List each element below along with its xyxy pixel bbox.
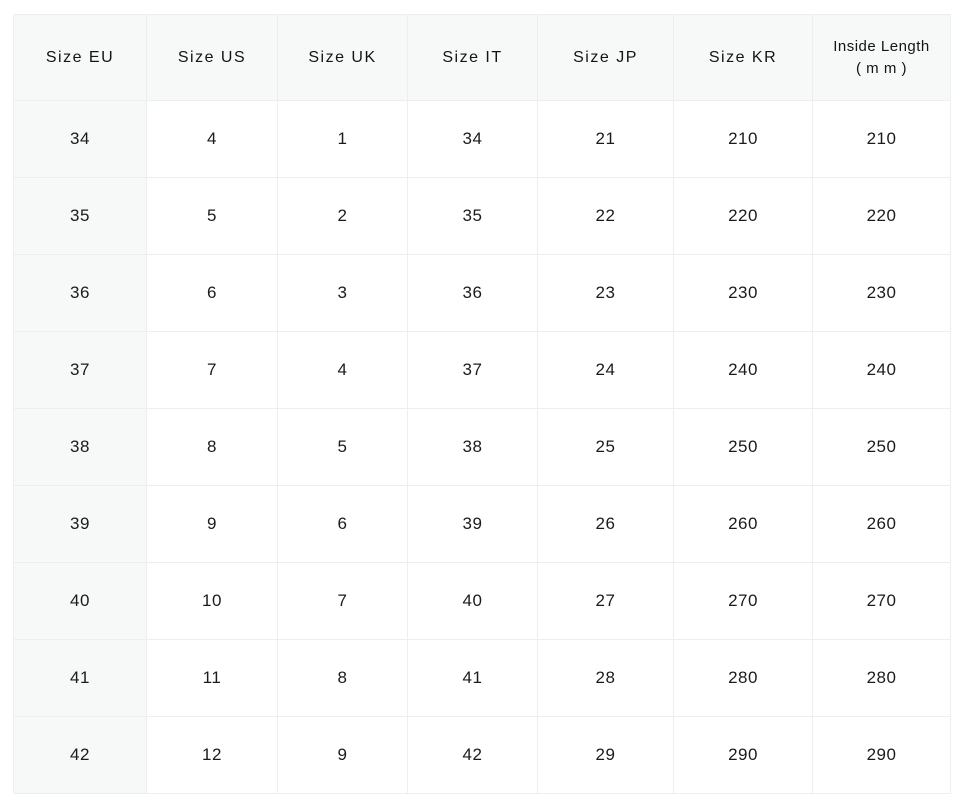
table-cell: 38 [407, 408, 538, 486]
column-header-size-eu: Size EU [13, 14, 147, 101]
table-cell: 25 [537, 408, 674, 486]
table-cell: 230 [673, 254, 813, 332]
table-cell: 42 [407, 716, 538, 794]
column-header-size-jp: Size JP [537, 14, 674, 101]
table-cell: 3 [277, 254, 408, 332]
table-cell: 39 [13, 485, 147, 563]
table-cell: 280 [673, 639, 813, 717]
table-cell: 250 [673, 408, 813, 486]
table-cell: 42 [13, 716, 147, 794]
table-cell: 290 [812, 716, 951, 794]
table-row: 36 6 3 36 23 230 230 [13, 254, 951, 332]
table-row: 37 7 4 37 24 240 240 [13, 331, 951, 409]
table-cell: 6 [277, 485, 408, 563]
table-cell: 39 [407, 485, 538, 563]
table-cell: 36 [13, 254, 147, 332]
table-row: 34 4 1 34 21 210 210 [13, 100, 951, 178]
table-cell: 6 [146, 254, 278, 332]
table-cell: 260 [812, 485, 951, 563]
column-header-label: Inside Length [833, 37, 930, 55]
column-header-label: Size UK [308, 48, 377, 66]
table-cell: 7 [146, 331, 278, 409]
column-header-size-it: Size IT [407, 14, 538, 101]
column-header-size-us: Size US [146, 14, 278, 101]
table-row: 40 10 7 40 27 270 270 [13, 562, 951, 640]
table-cell: 210 [673, 100, 813, 178]
table-cell: 34 [407, 100, 538, 178]
table-cell: 1 [277, 100, 408, 178]
table-cell: 10 [146, 562, 278, 640]
table-cell: 5 [146, 177, 278, 255]
column-header-inside-length: Inside Length ( m m ) [812, 14, 951, 101]
table-cell: 35 [13, 177, 147, 255]
table-cell: 210 [812, 100, 951, 178]
table-cell: 220 [673, 177, 813, 255]
table-cell: 250 [812, 408, 951, 486]
table-cell: 240 [812, 331, 951, 409]
table-cell: 26 [537, 485, 674, 563]
table-cell: 290 [673, 716, 813, 794]
table-row: 41 11 8 41 28 280 280 [13, 639, 951, 717]
table-row: 38 8 5 38 25 250 250 [13, 408, 951, 486]
table-cell: 8 [277, 639, 408, 717]
table-cell: 4 [146, 100, 278, 178]
table-cell: 23 [537, 254, 674, 332]
table-cell: 27 [537, 562, 674, 640]
table-cell: 240 [673, 331, 813, 409]
column-header-label: Size US [177, 48, 247, 66]
column-header-label: Size IT [442, 48, 503, 66]
table-cell: 40 [407, 562, 538, 640]
table-cell: 21 [537, 100, 674, 178]
table-cell: 4 [277, 331, 408, 409]
table-cell: 37 [13, 331, 147, 409]
column-header-label: Size EU [45, 48, 115, 66]
table-cell: 41 [13, 639, 147, 717]
table-cell: 36 [407, 254, 538, 332]
column-header-label: Size JP [573, 48, 638, 66]
table-cell: 35 [407, 177, 538, 255]
table-cell: 7 [277, 562, 408, 640]
table-cell: 34 [13, 100, 147, 178]
table-cell: 24 [537, 331, 674, 409]
table-row: 42 12 9 42 29 290 290 [13, 716, 951, 794]
table-row: 39 9 6 39 26 260 260 [13, 485, 951, 563]
table-cell: 9 [277, 716, 408, 794]
table-cell: 22 [537, 177, 674, 255]
size-conversion-table: Size EU Size US Size UK Size IT Size JP … [13, 14, 951, 794]
table-cell: 270 [812, 562, 951, 640]
table-cell: 5 [277, 408, 408, 486]
table-cell: 37 [407, 331, 538, 409]
table-cell: 2 [277, 177, 408, 255]
table-row: 35 5 2 35 22 220 220 [13, 177, 951, 255]
table-cell: 29 [537, 716, 674, 794]
column-header-unit: ( m m ) [856, 59, 907, 77]
table-cell: 38 [13, 408, 147, 486]
size-chart: Size EU Size US Size UK Size IT Size JP … [13, 14, 951, 794]
table-cell: 9 [146, 485, 278, 563]
header-row: Size EU Size US Size UK Size IT Size JP … [13, 14, 951, 101]
table-cell: 41 [407, 639, 538, 717]
column-header-size-uk: Size UK [277, 14, 408, 101]
table-cell: 280 [812, 639, 951, 717]
column-header-label: Size KR [708, 48, 778, 66]
table-cell: 220 [812, 177, 951, 255]
table-cell: 230 [812, 254, 951, 332]
table-cell: 12 [146, 716, 278, 794]
table-cell: 260 [673, 485, 813, 563]
table-cell: 8 [146, 408, 278, 486]
column-header-size-kr: Size KR [673, 14, 813, 101]
table-cell: 11 [146, 639, 278, 717]
table-cell: 40 [13, 562, 147, 640]
table-cell: 270 [673, 562, 813, 640]
table-cell: 28 [537, 639, 674, 717]
